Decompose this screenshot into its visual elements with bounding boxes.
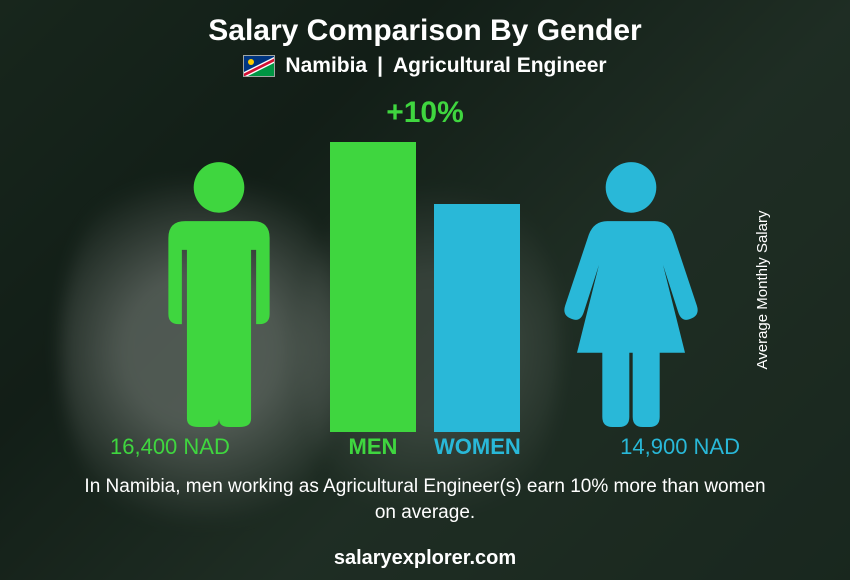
bar-group (330, 142, 520, 432)
female-icon (546, 157, 716, 432)
y-axis-label: Average Monthly Salary (754, 211, 771, 370)
label-women: WOMEN (434, 434, 520, 460)
bar-men (330, 142, 416, 432)
male-icon (134, 157, 304, 432)
separator: | (377, 54, 383, 78)
caption-text: In Namibia, men working as Agricultural … (80, 474, 770, 525)
chart-area: +10% MEN (0, 100, 850, 460)
salary-men: 16,400 NAD (110, 434, 230, 460)
country-label: Namibia (285, 54, 367, 78)
job-label: Agricultural Engineer (393, 54, 607, 78)
bar-women (434, 204, 520, 432)
subtitle-row: Namibia | Agricultural Engineer (0, 54, 850, 78)
label-men: MEN (330, 434, 416, 460)
page-title: Salary Comparison By Gender (0, 0, 850, 48)
percent-difference: +10% (386, 96, 464, 130)
source-credit: salaryexplorer.com (0, 547, 850, 570)
infographic-container: Salary Comparison By Gender Namibia | Ag… (0, 0, 850, 580)
namibia-flag-icon (243, 55, 275, 77)
salary-women: 14,900 NAD (620, 434, 740, 460)
